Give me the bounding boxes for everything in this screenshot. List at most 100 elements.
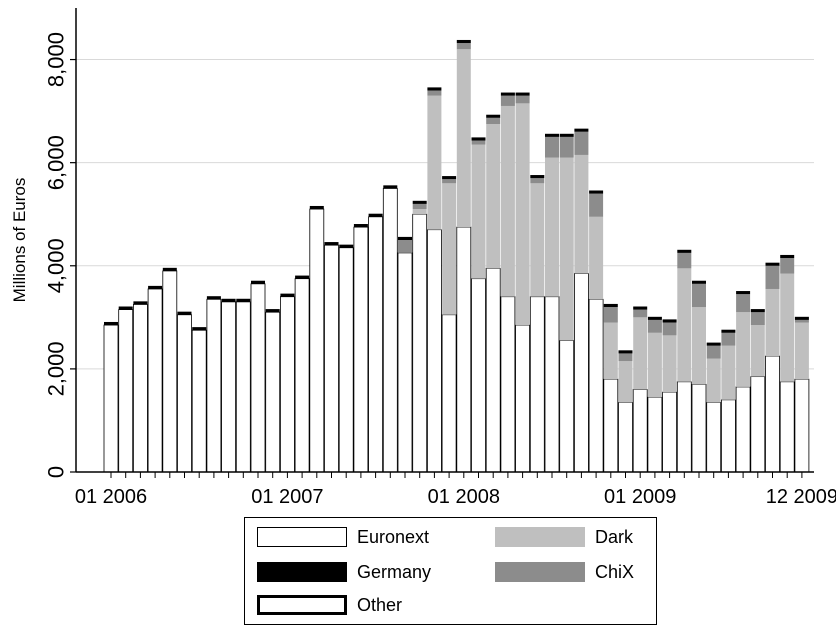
bar-dark bbox=[427, 95, 442, 230]
bar-dark bbox=[442, 183, 457, 315]
bar-chix bbox=[589, 193, 604, 217]
bar-chix bbox=[706, 345, 721, 359]
bar-euronext bbox=[191, 329, 207, 473]
bar-euronext bbox=[618, 401, 633, 473]
bar-euronext bbox=[632, 389, 648, 473]
legend-label-chix: ChiX bbox=[595, 561, 635, 582]
bar-chix bbox=[500, 95, 515, 106]
bar-germany bbox=[780, 254, 795, 259]
bar-germany bbox=[236, 298, 251, 302]
bar-euronext bbox=[265, 311, 281, 473]
bar-euronext bbox=[250, 283, 266, 473]
legend-swatch-other bbox=[257, 595, 347, 615]
bar-chix bbox=[765, 265, 780, 289]
bar-dark bbox=[559, 157, 574, 341]
bar-dark bbox=[692, 307, 706, 385]
bar-germany bbox=[721, 329, 736, 333]
x-tick-label: 12 2009 bbox=[766, 486, 836, 508]
bar-chix bbox=[662, 322, 677, 336]
bar-dark bbox=[471, 144, 486, 279]
bar-chix bbox=[471, 140, 486, 145]
bar-dark bbox=[706, 358, 721, 403]
bar-germany bbox=[353, 224, 368, 228]
y-tick-label: 0 bbox=[44, 466, 69, 478]
bar-euronext bbox=[765, 355, 780, 473]
bar-dark bbox=[765, 288, 780, 356]
bar-germany bbox=[486, 114, 501, 118]
bar-euronext bbox=[177, 314, 192, 473]
bar-dark bbox=[677, 268, 692, 382]
bar-germany bbox=[442, 176, 457, 180]
bar-chix bbox=[794, 319, 809, 323]
bar-chix bbox=[750, 312, 765, 326]
bar-euronext bbox=[132, 304, 148, 473]
bar-germany bbox=[500, 92, 515, 96]
bar-dark bbox=[500, 105, 515, 297]
bar-germany bbox=[265, 309, 280, 313]
bar-euronext bbox=[412, 213, 428, 473]
bar-germany bbox=[221, 298, 236, 302]
x-tick-label: 01 2008 bbox=[428, 486, 500, 508]
bar-germany bbox=[162, 267, 177, 271]
bar-germany bbox=[545, 133, 559, 137]
bar-euronext bbox=[779, 381, 795, 473]
bar-euronext bbox=[574, 273, 589, 473]
x-tick-label: 01 2009 bbox=[604, 486, 676, 508]
bar-chix bbox=[412, 203, 427, 210]
bar-dark bbox=[603, 322, 618, 380]
bar-germany bbox=[515, 92, 530, 96]
bar-euronext bbox=[353, 226, 369, 473]
y-tick-label: 6,000 bbox=[44, 135, 69, 190]
bar-germany bbox=[339, 244, 354, 248]
x-tick-label: 01 2006 bbox=[75, 486, 147, 508]
bar-germany bbox=[530, 175, 545, 179]
bar-chix bbox=[427, 90, 442, 96]
bar-euronext bbox=[559, 340, 575, 473]
bar-chix bbox=[574, 131, 589, 155]
bar-dark bbox=[486, 124, 501, 269]
legend-label-euronext: Euronext bbox=[357, 526, 430, 547]
legend-swatch-dark bbox=[495, 527, 585, 547]
bar-euronext bbox=[382, 188, 398, 473]
bar-germany bbox=[736, 291, 751, 295]
bar-chix bbox=[721, 332, 736, 346]
bar-germany bbox=[383, 185, 398, 189]
legend-item-other: Other bbox=[257, 593, 402, 617]
bar-euronext bbox=[118, 309, 134, 473]
bar-euronext bbox=[485, 267, 501, 473]
bar-germany bbox=[794, 316, 809, 320]
bar-euronext bbox=[279, 296, 295, 473]
bar-euronext bbox=[735, 386, 751, 473]
bar-germany bbox=[603, 303, 618, 308]
bar-dark bbox=[780, 273, 795, 382]
bar-germany bbox=[309, 205, 324, 210]
bar-euronext bbox=[456, 226, 472, 473]
bar-dark bbox=[721, 345, 736, 400]
bar-germany bbox=[677, 249, 692, 253]
bar-germany bbox=[148, 285, 163, 289]
bar-dark bbox=[412, 209, 427, 215]
bar-chix bbox=[647, 319, 662, 333]
bar-chix bbox=[692, 283, 706, 308]
bar-dark bbox=[574, 154, 589, 274]
y-tick-label: 8,000 bbox=[44, 32, 69, 87]
bar-euronext bbox=[338, 247, 354, 473]
bar-euronext bbox=[662, 391, 677, 473]
bar-euronext bbox=[294, 278, 310, 473]
bar-euronext bbox=[691, 383, 707, 473]
bar-germany bbox=[574, 128, 589, 132]
bar-euronext bbox=[515, 324, 530, 473]
bar-chix bbox=[442, 179, 457, 184]
bar-germany bbox=[251, 280, 265, 284]
y-tick-label: 2,000 bbox=[44, 341, 69, 396]
bar-euronext bbox=[103, 324, 119, 473]
legend-label-germany: Germany bbox=[357, 561, 432, 582]
bar-germany bbox=[692, 280, 706, 284]
bar-dark bbox=[750, 325, 765, 377]
bar-euronext bbox=[441, 314, 457, 473]
bar-chix bbox=[736, 294, 751, 313]
bar-chix bbox=[559, 136, 574, 158]
legend: Euronext Dark Germany ChiX Other bbox=[244, 517, 657, 625]
bar-chix bbox=[456, 43, 471, 50]
